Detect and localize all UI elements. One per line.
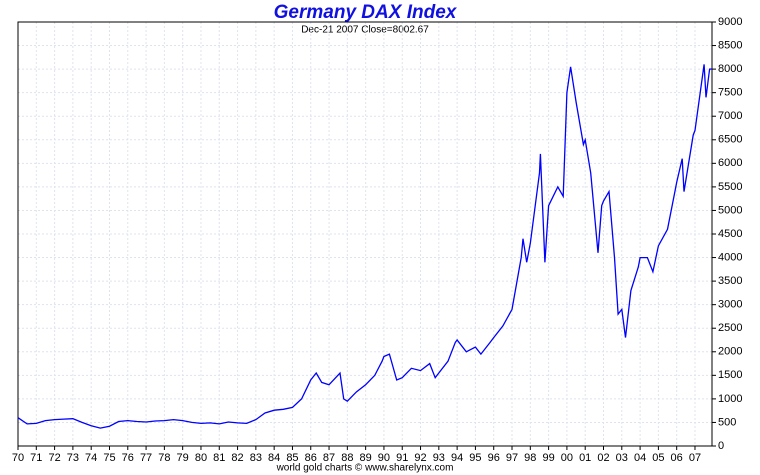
x-tick-label: 06 [671, 452, 683, 464]
price-line [17, 64, 713, 429]
x-tick-label: 90 [378, 452, 390, 464]
x-tick-label: 71 [30, 452, 42, 464]
y-tick-label: 2500 [718, 322, 742, 334]
y-tick-label: 1000 [718, 393, 742, 405]
x-tick-label: 03 [616, 452, 628, 464]
x-tick-label: 02 [597, 452, 609, 464]
x-tick-label: 98 [524, 452, 536, 464]
y-tick-label: 6000 [718, 157, 742, 169]
x-tick-label: 80 [195, 452, 207, 464]
y-tick-label: 7000 [718, 110, 742, 122]
x-tick-label: 84 [268, 452, 280, 464]
x-tick-label: 76 [122, 452, 134, 464]
x-tick-label: 89 [360, 452, 372, 464]
y-tick-label: 3500 [718, 275, 742, 287]
x-tick-label: 93 [433, 452, 445, 464]
x-tick-label: 72 [48, 452, 60, 464]
x-tick-label: 82 [231, 452, 243, 464]
chart-title: Germany DAX Index [274, 2, 458, 23]
y-tick-label: 4500 [718, 228, 742, 240]
x-tick-label: 81 [213, 452, 225, 464]
x-tick-label: 75 [103, 452, 115, 464]
y-tick-label: 1500 [718, 369, 742, 381]
x-tick-label: 85 [286, 452, 298, 464]
y-tick-label: 8500 [718, 39, 742, 51]
x-tick-label: 70 [12, 452, 24, 464]
y-tick-label: 5500 [718, 181, 742, 193]
x-tick-label: 04 [634, 452, 646, 464]
x-tick-label: 78 [158, 452, 170, 464]
x-tick-label: 74 [85, 452, 97, 464]
x-tick-label: 94 [451, 452, 463, 464]
x-tick-label: 01 [579, 452, 591, 464]
x-tick-label: 88 [341, 452, 353, 464]
y-tick-label: 0 [718, 440, 724, 452]
x-tick-label: 00 [561, 452, 573, 464]
footer: world gold charts © www.sharelynx.com [276, 463, 454, 474]
plot-frame [17, 21, 713, 447]
x-tick-label: 99 [542, 452, 554, 464]
y-tick-label: 9000 [718, 16, 742, 28]
y-tick-label: 500 [718, 416, 736, 428]
x-tick-label: 79 [177, 452, 189, 464]
x-tick-label: 92 [414, 452, 426, 464]
y-tick-label: 7500 [718, 87, 742, 99]
x-tick-label: 95 [469, 452, 481, 464]
x-tick-label: 96 [488, 452, 500, 464]
y-tick-label: 5000 [718, 204, 742, 216]
y-tick-label: 2000 [718, 346, 742, 358]
x-tick-label: 05 [652, 452, 664, 464]
y-tick-label: 6500 [718, 134, 742, 146]
y-tick-label: 8000 [718, 63, 742, 75]
x-tick-label: 87 [323, 452, 335, 464]
y-tick-label: 4000 [718, 251, 742, 263]
x-tick-label: 97 [506, 452, 518, 464]
x-tick-label: 77 [140, 452, 152, 464]
x-tick-label: 86 [305, 452, 317, 464]
x-tick-label: 07 [689, 452, 701, 464]
x-tick-label: 73 [67, 452, 79, 464]
x-tick-label: 91 [396, 452, 408, 464]
x-tick-label: 83 [250, 452, 262, 464]
y-tick-label: 3000 [718, 299, 742, 311]
